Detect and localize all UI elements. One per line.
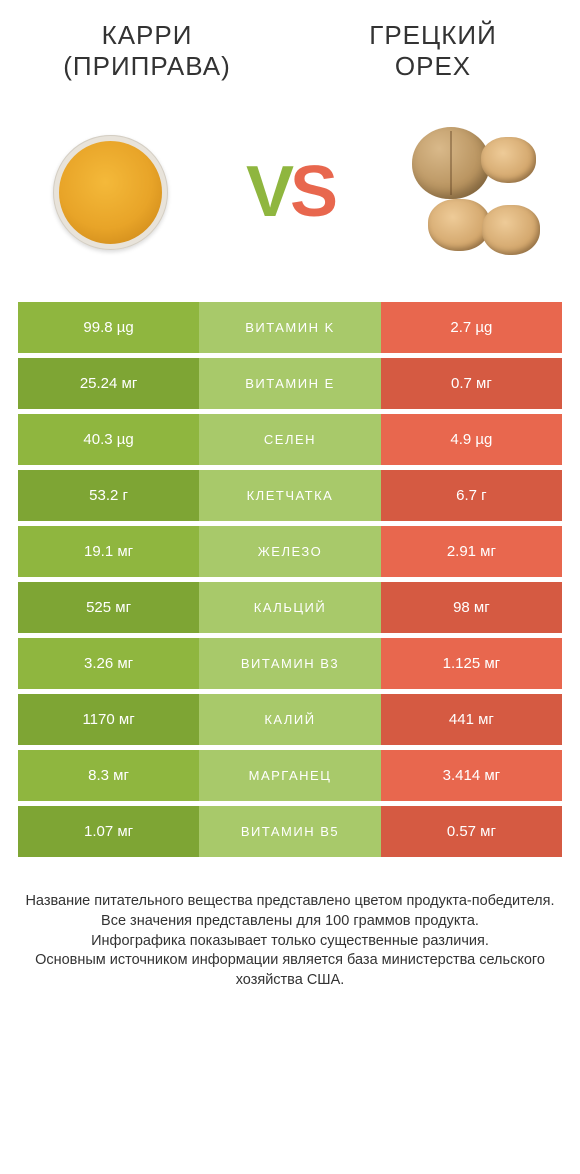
table-row: 19.1 мгЖелезо2.91 мг: [18, 526, 562, 577]
left-value: 19.1 мг: [18, 526, 199, 577]
left-value: 1170 мг: [18, 694, 199, 745]
table-row: 525 мгКальций98 мг: [18, 582, 562, 633]
walnut-image: [400, 122, 540, 262]
vs-row: VS: [0, 92, 580, 302]
nutrient-label: Витамин B5: [199, 806, 381, 857]
table-row: 1.07 мгВитамин B50.57 мг: [18, 806, 562, 857]
footer-line-1: Название питательного вещества представл…: [25, 892, 555, 912]
table-row: 1170 мгКалий441 мг: [18, 694, 562, 745]
footer-line-4: Основным источником информации является …: [25, 951, 555, 990]
vs-s: S: [290, 152, 334, 232]
nutrient-label: Клетчатка: [199, 470, 381, 521]
nutrient-label: Селен: [199, 414, 381, 465]
left-value: 25.24 мг: [18, 358, 199, 409]
title-left: КАРРИ (ПРИПРАВА): [30, 20, 264, 82]
nutrient-label: Витамин B3: [199, 638, 381, 689]
nutrient-label: Железо: [199, 526, 381, 577]
table-row: 53.2 гКлетчатка6.7 г: [18, 470, 562, 521]
right-value: 98 мг: [381, 582, 562, 633]
footer-line-2: Все значения представлены для 100 граммо…: [25, 912, 555, 932]
nutrient-label: Марганец: [199, 750, 381, 801]
right-value: 3.414 мг: [381, 750, 562, 801]
table-row: 3.26 мгВитамин B31.125 мг: [18, 638, 562, 689]
left-value: 8.3 мг: [18, 750, 199, 801]
vs-label: VS: [246, 151, 334, 233]
title-right-line1: ГРЕЦКИЙ: [369, 20, 497, 50]
nutrient-label: Витамин E: [199, 358, 381, 409]
left-value: 525 мг: [18, 582, 199, 633]
vs-v: V: [246, 152, 290, 232]
left-value: 1.07 мг: [18, 806, 199, 857]
nutrient-label: Кальций: [199, 582, 381, 633]
left-value: 53.2 г: [18, 470, 199, 521]
right-value: 0.57 мг: [381, 806, 562, 857]
table-row: 8.3 мгМарганец3.414 мг: [18, 750, 562, 801]
comparison-table: 99.8 µgВитамин K2.7 µg25.24 мгВитамин E0…: [0, 302, 580, 857]
right-value: 441 мг: [381, 694, 562, 745]
right-value: 0.7 мг: [381, 358, 562, 409]
table-row: 40.3 µgСелен4.9 µg: [18, 414, 562, 465]
footer-line-3: Инфографика показывает только существенн…: [25, 932, 555, 952]
curry-image: [40, 122, 180, 262]
title-right-line2: ОРЕХ: [395, 51, 471, 81]
nutrient-label: Калий: [199, 694, 381, 745]
table-row: 99.8 µgВитамин K2.7 µg: [18, 302, 562, 353]
title-left-line2: (ПРИПРАВА): [63, 51, 231, 81]
header: КАРРИ (ПРИПРАВА) ГРЕЦКИЙ ОРЕХ: [0, 0, 580, 92]
right-value: 2.91 мг: [381, 526, 562, 577]
right-value: 4.9 µg: [381, 414, 562, 465]
left-value: 40.3 µg: [18, 414, 199, 465]
title-right: ГРЕЦКИЙ ОРЕХ: [316, 20, 550, 82]
left-value: 3.26 мг: [18, 638, 199, 689]
right-value: 6.7 г: [381, 470, 562, 521]
right-value: 2.7 µg: [381, 302, 562, 353]
footer-notes: Название питательного вещества представл…: [0, 862, 580, 990]
title-left-line1: КАРРИ: [102, 20, 193, 50]
left-value: 99.8 µg: [18, 302, 199, 353]
nutrient-label: Витамин K: [199, 302, 381, 353]
table-row: 25.24 мгВитамин E0.7 мг: [18, 358, 562, 409]
right-value: 1.125 мг: [381, 638, 562, 689]
